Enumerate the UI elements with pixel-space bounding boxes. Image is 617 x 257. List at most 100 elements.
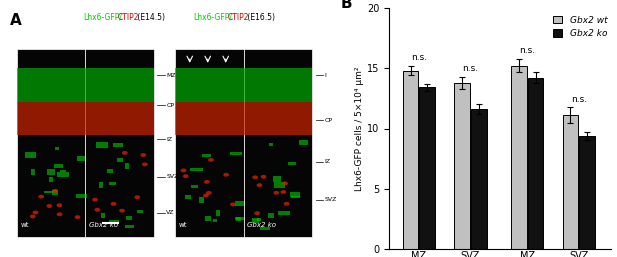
Bar: [257, 218, 261, 221]
Bar: [191, 168, 203, 171]
Circle shape: [257, 183, 262, 187]
Bar: [260, 227, 270, 230]
Bar: [234, 201, 244, 206]
Bar: [31, 169, 35, 175]
Text: (E14.5): (E14.5): [135, 13, 165, 22]
Circle shape: [223, 173, 229, 177]
Bar: [244, 102, 312, 135]
Bar: [278, 211, 289, 215]
Bar: [291, 196, 300, 198]
Bar: [175, 102, 244, 135]
Circle shape: [46, 204, 52, 208]
Bar: [17, 102, 85, 135]
Text: IZ: IZ: [325, 159, 331, 164]
Text: Gbx2 ko: Gbx2 ko: [89, 222, 118, 227]
Text: CTIP2: CTIP2: [228, 13, 249, 22]
Bar: [420, 87, 435, 249]
Bar: [191, 185, 198, 188]
Bar: [96, 142, 109, 148]
Bar: [185, 195, 191, 199]
Bar: [274, 182, 285, 188]
Circle shape: [252, 176, 258, 179]
Bar: [125, 225, 134, 228]
Bar: [244, 68, 312, 102]
Bar: [213, 219, 217, 222]
Text: n.s.: n.s.: [411, 53, 427, 62]
Text: Gbx2 ko: Gbx2 ko: [247, 222, 276, 227]
Circle shape: [75, 215, 80, 219]
Bar: [113, 143, 123, 148]
Bar: [403, 70, 418, 249]
Bar: [299, 140, 308, 145]
Bar: [125, 163, 129, 169]
Bar: [126, 216, 132, 220]
Bar: [44, 191, 54, 193]
Bar: [230, 152, 242, 155]
Text: SVZ: SVZ: [167, 175, 179, 179]
Bar: [138, 210, 143, 213]
Circle shape: [122, 151, 128, 155]
Circle shape: [38, 195, 44, 199]
Y-axis label: Lhx6-GFP cells / 5×10⁴ μm²: Lhx6-GFP cells / 5×10⁴ μm²: [355, 66, 365, 191]
Bar: [175, 49, 244, 237]
Bar: [288, 162, 296, 165]
Bar: [17, 49, 85, 237]
Circle shape: [282, 181, 288, 185]
Bar: [235, 217, 244, 220]
Circle shape: [110, 202, 117, 206]
Text: Lhx6-GFP/: Lhx6-GFP/: [83, 13, 123, 22]
Bar: [49, 177, 52, 181]
Bar: [215, 210, 220, 216]
Text: IZ: IZ: [167, 137, 173, 142]
Bar: [77, 156, 85, 161]
Circle shape: [273, 191, 279, 195]
Bar: [268, 213, 274, 218]
Circle shape: [57, 212, 62, 216]
Circle shape: [204, 180, 210, 184]
Bar: [454, 82, 470, 249]
Bar: [99, 182, 103, 188]
Bar: [290, 191, 300, 197]
Circle shape: [33, 210, 38, 214]
Bar: [236, 217, 241, 221]
Circle shape: [284, 202, 289, 206]
Circle shape: [254, 211, 260, 215]
Text: CTIP2: CTIP2: [118, 13, 139, 22]
Bar: [273, 176, 281, 182]
Bar: [252, 218, 259, 223]
Circle shape: [260, 175, 267, 179]
Bar: [101, 213, 105, 218]
Text: n.s.: n.s.: [519, 47, 535, 56]
Circle shape: [181, 169, 186, 172]
Bar: [85, 102, 154, 135]
Text: wt: wt: [20, 222, 29, 227]
Text: SVZ: SVZ: [325, 197, 337, 202]
Bar: [25, 152, 36, 158]
Text: Lhx6-GFP/: Lhx6-GFP/: [193, 13, 233, 22]
Bar: [202, 154, 211, 157]
Circle shape: [135, 195, 140, 199]
Circle shape: [183, 174, 189, 178]
Circle shape: [92, 198, 98, 201]
Circle shape: [230, 203, 236, 206]
Circle shape: [94, 208, 100, 212]
Bar: [57, 172, 69, 177]
Circle shape: [206, 191, 212, 195]
Text: wt: wt: [179, 222, 188, 227]
Text: CP: CP: [167, 103, 175, 108]
Bar: [199, 197, 204, 203]
Bar: [244, 49, 312, 237]
Bar: [85, 68, 154, 102]
Bar: [55, 147, 59, 150]
Bar: [85, 49, 154, 237]
Bar: [269, 143, 273, 146]
Circle shape: [281, 190, 286, 194]
Bar: [54, 164, 63, 168]
Text: CP: CP: [325, 118, 333, 123]
Bar: [107, 169, 113, 173]
Circle shape: [141, 153, 146, 157]
Circle shape: [30, 215, 36, 218]
Text: VZ: VZ: [167, 210, 175, 215]
Circle shape: [208, 158, 214, 162]
Bar: [205, 216, 212, 221]
